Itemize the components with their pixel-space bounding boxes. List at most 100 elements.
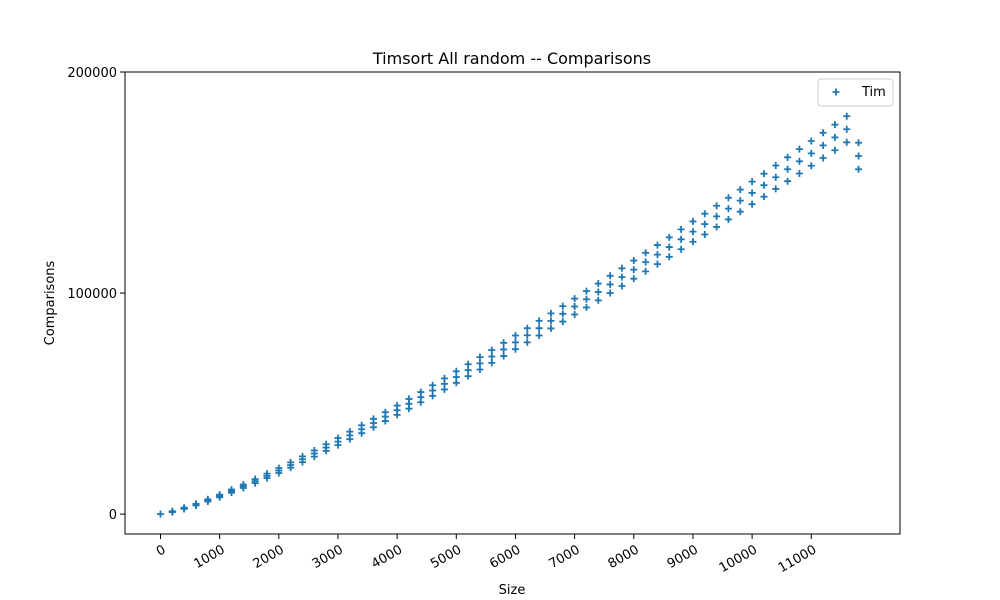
data-point [429, 392, 437, 400]
data-point [689, 217, 697, 225]
data-point [500, 345, 508, 353]
data-point [417, 398, 425, 406]
legend: Tim [817, 78, 894, 107]
data-point [358, 421, 366, 429]
data-point [358, 429, 366, 437]
data-point [417, 388, 425, 396]
data-point [464, 372, 472, 380]
data-point [500, 339, 508, 347]
data-point [429, 381, 437, 389]
data-point [689, 238, 697, 246]
data-point [582, 295, 590, 303]
data-point [452, 379, 460, 387]
data-point [795, 169, 803, 177]
data-point [582, 303, 590, 311]
legend-marker-icon [832, 88, 840, 96]
data-point [736, 208, 744, 216]
data-point [287, 464, 295, 472]
data-point [488, 346, 496, 354]
data-point [452, 367, 460, 375]
data-point [713, 223, 721, 231]
data-point [642, 249, 650, 257]
data-point [665, 243, 673, 251]
data-point [618, 282, 626, 290]
data-point [511, 338, 519, 346]
y-axis-label: Comparisons [43, 260, 58, 345]
data-point [653, 260, 661, 268]
data-point [204, 498, 212, 506]
data-point [618, 273, 626, 281]
data-point [677, 225, 685, 233]
data-point [488, 352, 496, 360]
data-point [310, 453, 318, 461]
data-point [807, 149, 815, 157]
data-point [393, 402, 401, 410]
data-point [724, 215, 732, 223]
data-point [807, 137, 815, 145]
data-point [547, 324, 555, 332]
data-point [322, 440, 330, 448]
data-point [795, 157, 803, 165]
data-point [393, 411, 401, 419]
data-point [334, 434, 342, 442]
data-point [168, 508, 176, 516]
data-point [843, 112, 851, 120]
data-point [701, 220, 709, 228]
data-point [464, 360, 472, 368]
data-point [535, 317, 543, 325]
data-point [227, 489, 235, 497]
data-point [689, 228, 697, 236]
data-point [263, 474, 271, 482]
data-point [724, 205, 732, 213]
data-point [819, 129, 827, 137]
data-point [665, 253, 673, 261]
data-point [476, 359, 484, 367]
data-point [855, 139, 863, 147]
data-point [275, 469, 283, 477]
data-point [831, 121, 839, 129]
data-point [511, 331, 519, 339]
data-point [618, 264, 626, 272]
y-tick-label: 100000 [67, 287, 117, 302]
chart-title: Timsort All random -- Comparisons [372, 49, 651, 68]
data-point [559, 318, 567, 326]
data-point [239, 484, 247, 492]
data-point [156, 510, 164, 518]
legend-box [817, 78, 894, 107]
y-tick-label: 0 [109, 508, 117, 523]
data-point [713, 202, 721, 210]
x-axis-label: Size [499, 583, 526, 598]
data-point [369, 415, 377, 423]
y-axis-ticks: 0 100000 200000 [67, 66, 125, 523]
data-point [807, 162, 815, 170]
data-point [748, 178, 756, 186]
data-point [346, 435, 354, 443]
data-point [535, 331, 543, 339]
data-point [523, 324, 531, 332]
data-point [440, 385, 448, 393]
data-point [724, 194, 732, 202]
data-point [216, 493, 224, 501]
data-point [369, 423, 377, 431]
data-point [843, 125, 851, 133]
data-point [855, 152, 863, 160]
data-point [701, 210, 709, 218]
data-point [784, 177, 792, 185]
data-point [784, 165, 792, 173]
legend-label-tim: Tim [861, 85, 886, 100]
data-point [476, 366, 484, 374]
data-point [523, 338, 531, 346]
data-point [559, 310, 567, 318]
data-point [571, 295, 579, 303]
data-point [571, 303, 579, 311]
data-point [606, 280, 614, 288]
data-point [748, 200, 756, 208]
data-point [298, 458, 306, 466]
data-point [665, 233, 673, 241]
data-point [594, 288, 602, 296]
data-point [559, 302, 567, 310]
data-point [346, 428, 354, 436]
data-point [405, 405, 413, 413]
data-point [488, 359, 496, 367]
data-point [713, 212, 721, 220]
